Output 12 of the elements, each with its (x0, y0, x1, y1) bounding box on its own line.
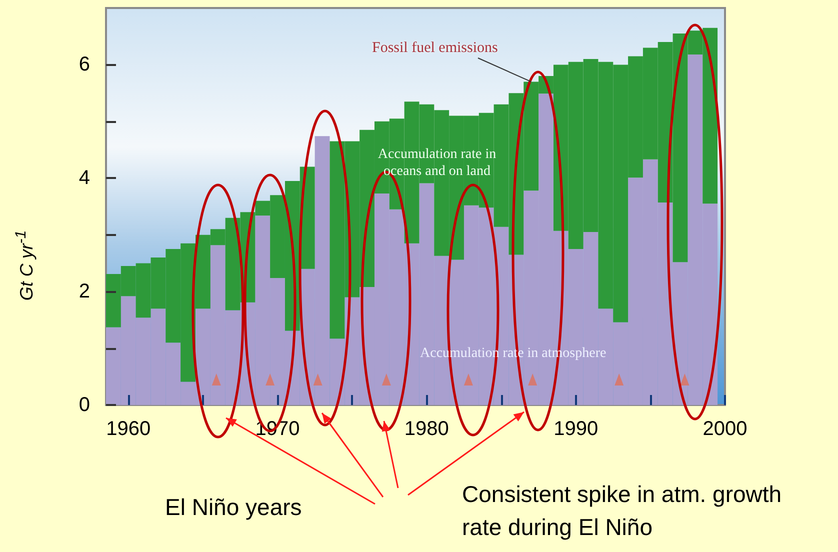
y-tick-label: 2 (78, 280, 90, 303)
y-tick-label: 4 (78, 167, 90, 190)
text: El Niño years (165, 494, 302, 521)
series-label: Accumulation rate in oceans and on land (376, 146, 498, 180)
x-tick-label: 1980 (404, 418, 449, 440)
annotation: Fossil fuel emissions (372, 40, 498, 57)
text: Consistent spike in atm. growth rate during El Niño (462, 480, 783, 542)
x-tick-label: 2000 (702, 418, 748, 440)
x-tick-label: 1990 (554, 418, 598, 440)
y-tick-label: 0 (78, 394, 90, 416)
y-tick-label: 6 (78, 54, 90, 76)
x-tick-label: 1960 (106, 418, 151, 440)
